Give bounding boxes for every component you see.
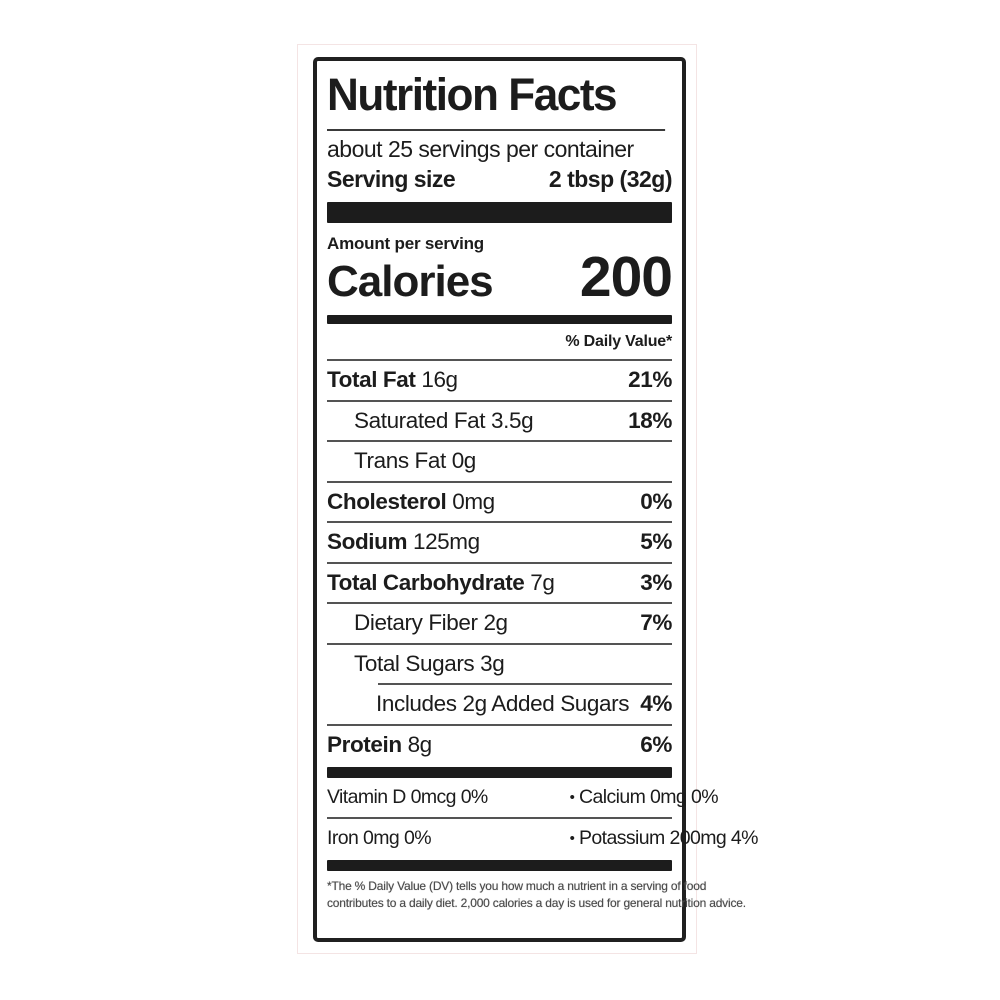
- nutrient-name: Saturated Fat: [354, 407, 486, 433]
- nutrient-amount: 0g: [445, 448, 477, 474]
- calories-value: 200: [579, 245, 673, 309]
- nutrient-name: Sodium: [327, 529, 408, 555]
- nutrient-name: Cholesterol: [327, 488, 447, 514]
- micronutrient-left: Iron 0mg 0%: [327, 827, 432, 849]
- nutrient-row-trans-fat: Trans Fat 0g: [327, 442, 672, 481]
- calories-row: Calories 200: [327, 245, 673, 311]
- nutrient-row-total-sugars: Total Sugars 3g: [327, 645, 672, 684]
- micronutrient-row: Iron 0mg 0% • Potassium 200mg 4%: [327, 819, 758, 858]
- nutrient-daily-value: 7%: [640, 610, 672, 636]
- nutrient-name: Includes 2g Added Sugars: [376, 691, 630, 717]
- thick-divider-bar: [327, 202, 672, 223]
- nutrient-row-includes-2g-added-sugars: Includes 2g Added Sugars 4%: [327, 685, 672, 724]
- nutrient-row-total-carbohydrate: Total Carbohydrate 7g 3%: [327, 564, 672, 603]
- serving-size-row: Serving size 2 tbsp (32g): [327, 164, 673, 194]
- nutrient-row-sodium: Sodium 125mg 5%: [327, 523, 672, 562]
- micronutrient-row: Vitamin D 0mcg 0% • Calcium 0mg 0%: [327, 778, 719, 817]
- row-separator: [327, 723, 672, 726]
- nutrient-name: Total Sugars: [354, 650, 475, 676]
- micronutrient-left: Vitamin D 0mcg 0%: [327, 786, 488, 808]
- row-separator: [378, 683, 672, 685]
- nutrient-amount: 7g: [524, 569, 555, 595]
- nutrient-amount: 2g: [477, 610, 508, 636]
- nutrient-daily-value: 4%: [640, 691, 672, 717]
- nutrient-table: Total Fat 16g 21% Saturated Fat 3.5g 18% Tra…: [327, 361, 672, 764]
- serving-size-label: Serving size: [327, 166, 456, 192]
- nutrient-amount: 16g: [415, 367, 458, 393]
- nutrient-name: Dietary Fiber: [354, 610, 478, 636]
- medium-divider-bar: [327, 315, 672, 324]
- footnote-line-1: *The % Daily Value (DV) tells you how mu…: [327, 879, 707, 893]
- bullet-separator: •: [569, 830, 575, 847]
- nutrient-daily-value: 21%: [628, 367, 672, 393]
- nutrient-daily-value: 18%: [628, 407, 672, 433]
- row-separator: [327, 561, 672, 564]
- nutrient-row-cholesterol: Cholesterol 0mg 0%: [327, 483, 672, 522]
- row-separator: [327, 602, 672, 604]
- nutrient-daily-value: 5%: [640, 529, 672, 555]
- micronutrient-right: Calcium 0mg 0%: [579, 786, 719, 808]
- footnote-top-bar: [327, 860, 672, 871]
- nutrient-name: Total Carbohydrate: [327, 569, 525, 595]
- bullet-separator: •: [569, 789, 575, 806]
- serving-size-value: 2 tbsp (32g): [548, 166, 673, 192]
- nutrition-facts-label: Nutrition Facts about 25 servings per co…: [313, 57, 758, 942]
- row-separator: [327, 399, 672, 402]
- label-title: Nutrition Facts: [327, 65, 666, 131]
- calories-label: Calories: [327, 257, 494, 306]
- row-separator: [327, 521, 672, 523]
- micronutrient-table: Vitamin D 0mcg 0% • Calcium 0mg 0% Iron 0mg…: [327, 778, 758, 858]
- nutrient-row-total-fat: Total Fat 16g 21%: [327, 361, 672, 400]
- nutrient-name: Trans Fat: [354, 448, 446, 474]
- nutrient-name: Protein: [327, 731, 402, 757]
- row-separator: [327, 642, 672, 645]
- daily-value-footnote: *The % Daily Value (DV) tells you how mu…: [327, 878, 746, 911]
- micronutrient-top-bar: [327, 767, 672, 778]
- nutrient-daily-value: 3%: [640, 569, 672, 595]
- nutrient-row-protein: Protein 8g 6%: [327, 726, 672, 765]
- amount-per-serving-label: Amount per serving: [327, 234, 484, 253]
- nutrient-amount: 0mg: [446, 488, 495, 514]
- nutrient-name: Total Fat: [327, 367, 416, 393]
- row-separator: [327, 817, 672, 819]
- photo-crop-edge: [297, 44, 697, 954]
- nutrient-amount: 3.5g: [485, 407, 534, 433]
- micronutrient-right: Potassium 200mg 4%: [579, 827, 758, 849]
- nutrient-amount: 125mg: [407, 529, 480, 555]
- nutrient-daily-value: 0%: [640, 488, 672, 514]
- footnote-line-2: contributes to a daily diet. 2,000 calor…: [327, 895, 746, 910]
- daily-value-header: % Daily Value*: [327, 324, 672, 361]
- nutrient-amount: 3g: [474, 650, 505, 676]
- nutrient-daily-value: 6%: [640, 731, 672, 757]
- row-separator: [327, 480, 672, 483]
- servings-per-container: about 25 servings per container: [327, 136, 634, 162]
- nutrient-row-dietary-fiber: Dietary Fiber 2g 7%: [327, 604, 672, 643]
- nutrient-amount: 8g: [401, 731, 433, 757]
- row-separator: [327, 440, 672, 442]
- nutrient-row-saturated-fat: Saturated Fat 3.5g 18%: [327, 402, 672, 441]
